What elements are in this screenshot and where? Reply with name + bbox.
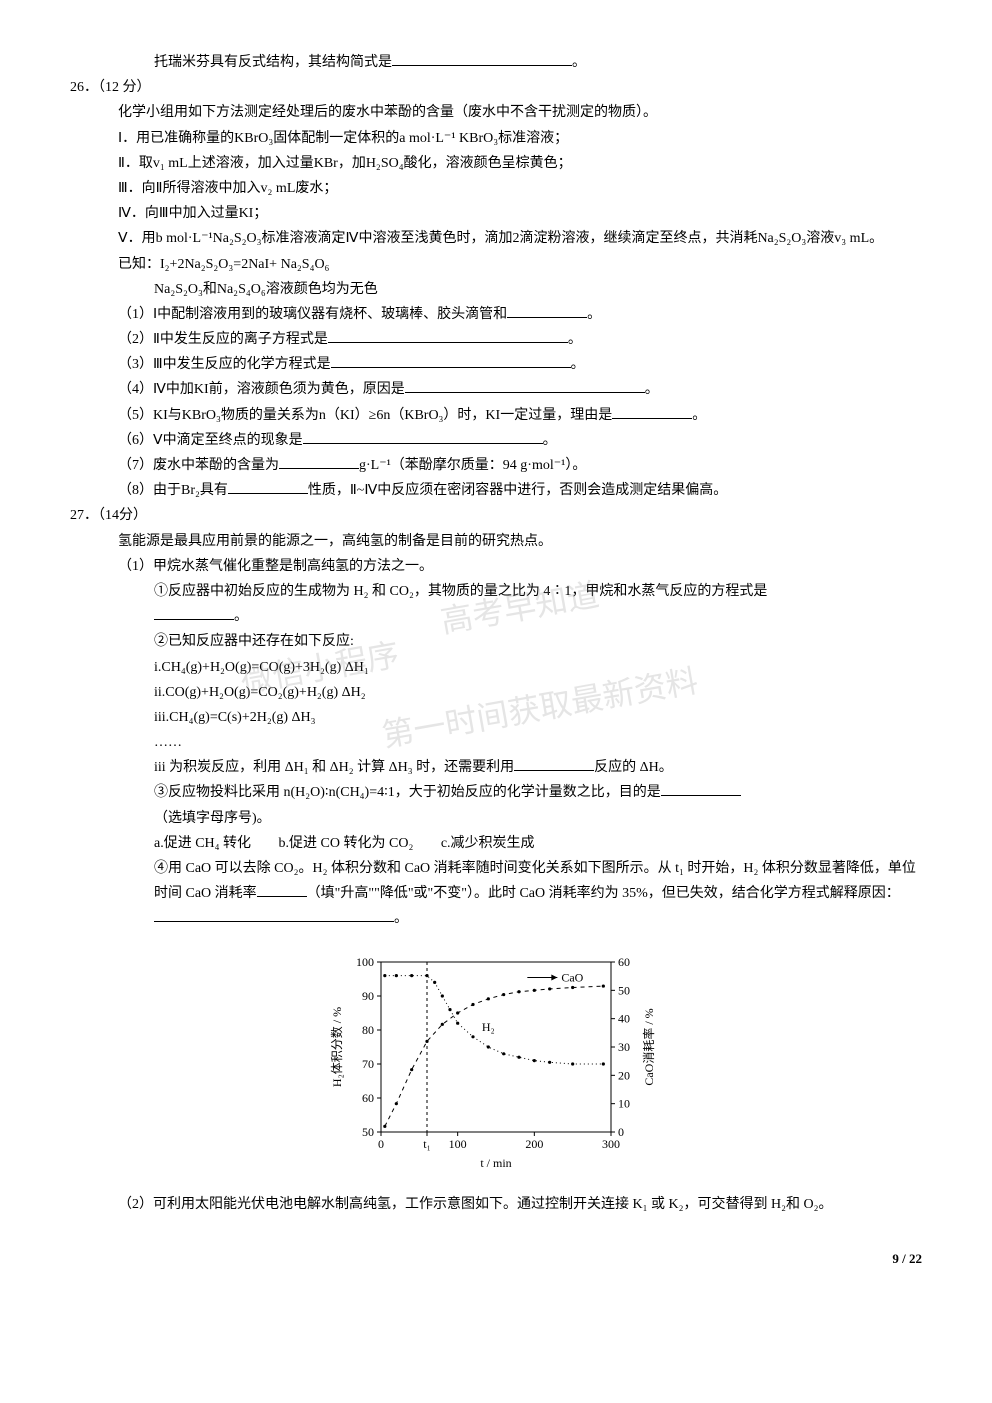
q27-number: 27．（14分） [70,503,922,528]
blank-27-1-4a [257,882,307,897]
svg-text:300: 300 [602,1137,620,1151]
svg-text:200: 200 [525,1137,543,1151]
q26-sub-6: （6）Ⅴ中滴定至终点的现象是。 [118,428,922,453]
svg-text:50: 50 [618,983,630,997]
svg-text:40: 40 [618,1011,630,1025]
q27-1-3a-text: ③反应物投料比采用 n(H₂O)∶n(CH₄)=4∶1，大于初始反应的化学计量数… [154,785,661,800]
q26-sub-1: （1）Ⅰ中配制溶液用到的玻璃仪器有烧杯、玻璃棒、胶头滴管和。 [118,302,922,327]
chart-container: 506070809010001020304050600t₁100200300H₂… [70,952,922,1172]
blank-26-4 [405,378,645,393]
q26-8a-text: （8）由于Br₂具有 [118,483,228,498]
q26-number: 26．（12 分） [70,75,922,100]
q27-2: （2）可利用太阳能光伏电池电解水制高纯氢，工作示意图如下。通过控制开关连接 K₁… [118,1192,922,1217]
q27-1-3b: （选填字母序号)。 [154,806,922,831]
q26-sub-3: （3）Ⅲ中发生反应的化学方程式是。 [118,352,922,377]
q27-1-3-options: a.促进 CH₄ 转化 b.促进 CO 转化为 CO₂ c.减少积炭生成 [154,831,922,856]
top-line-text: 托瑞米芬具有反式结构，其结构简式是 [154,55,392,70]
q27-1-2-iii: iii.CH₄(g)=C(s)+2H₂(g) ΔH₃ [154,705,922,730]
svg-text:100: 100 [356,955,374,969]
q27-1-2: ②已知反应器中还存在如下反应: [154,629,922,654]
svg-text:H₂: H₂ [482,1019,495,1033]
blank-27-1-1 [154,605,234,620]
svg-text:CaO消耗率 / %: CaO消耗率 / % [641,1008,656,1085]
q26-step-V: Ⅴ．用b mol·L⁻¹Na₂S₂O₃标准溶液滴定Ⅳ中溶液至浅黄色时，滴加2滴淀… [118,226,922,251]
h2-cao-chart: 506070809010001020304050600t₁100200300H₂… [326,952,666,1172]
q26-sub-7: （7）废水中苯酚的含量为 g·L⁻¹（苯酚摩尔质量：94 g·mol⁻¹）。 [118,453,922,478]
page-footer: 9 / 22 [70,1247,922,1270]
blank-26-6 [303,429,543,444]
q26-step-I: Ⅰ．用已准确称量的KBrO₃固体配制一定体积的a mol·L⁻¹ KBrO₃标准… [118,126,922,151]
q26-8b-text: 性质，Ⅱ~Ⅳ中反应须在密闭容器中进行，否则会造成测定结果偏高。 [308,483,727,498]
q27-1-1-blank: 。 [154,604,922,629]
q26-known-2: Na₂S₂O₃和Na₂S₄O₆溶液颜色均为无色 [154,277,922,302]
q27-1-2-ii: ii.CO(g)+H₂O(g)=CO₂(g)+H₂(g) ΔH₂ [154,680,922,705]
blank-27-1-2 [514,756,594,771]
svg-text:t₁: t₁ [423,1137,431,1151]
svg-text:CaO: CaO [561,970,583,984]
svg-text:70: 70 [362,1057,374,1071]
svg-text:60: 60 [618,955,630,969]
blank-27-1-4b [154,907,394,922]
q27-1-2-txt1: iii 为积炭反应，利用 ΔH₁ 和 ΔH₂ 计算 ΔH₃ 时，还需要利用 [154,760,514,775]
q27-1-2-i: i.CH₄(g)+H₂O(g)=CO(g)+3H₂(g) ΔH₁ [154,655,922,680]
svg-text:50: 50 [362,1125,374,1139]
blank-27-1-3 [661,781,741,796]
svg-text:10: 10 [618,1096,630,1110]
q26-intro: 化学小组用如下方法测定经处理后的废水中苯酚的含量（废水中不含干扰测定的物质）。 [118,100,922,125]
q26-7b-text: g·L⁻¹（苯酚摩尔质量：94 g·mol⁻¹）。 [359,458,586,473]
q27-1-1: ①反应器中初始反应的生成物为 H₂ 和 CO₂，其物质的量之比为 4∶1，甲烷和… [154,579,922,604]
q27-1-2-txt2: 反应的 ΔH。 [594,760,673,775]
blank-26-5 [612,404,692,419]
q27-1-3-opt-b: b.促进 CO 转化为 CO₂ [279,836,414,851]
blank-26-1 [507,303,587,318]
q26-step-IV: Ⅳ．向Ⅲ中加入过量KI； [118,201,922,226]
blank-26-8 [228,479,308,494]
q27-1-3a: ③反应物投料比采用 n(H₂O)∶n(CH₄)=4∶1，大于初始反应的化学计量数… [154,780,922,805]
q27-1-4b-text: （填"升高""降低"或"不变"）。此时 CaO 消耗率约为 35%，但已失效，结… [307,886,900,901]
top-line-wrapper: 托瑞米芬具有反式结构，其结构简式是。 [154,50,922,75]
blank-26-2 [328,328,568,343]
q27-1-2-dots: …… [154,730,922,755]
q26-1-text: （1）Ⅰ中配制溶液用到的玻璃仪器有烧杯、玻璃棒、胶头滴管和 [118,307,507,322]
q26-sub-2: （2）Ⅱ中发生反应的离子方程式是。 [118,327,922,352]
q26-7a-text: （7）废水中苯酚的含量为 [118,458,279,473]
q26-known-1: 已知：I₂+2Na₂S₂O₃=2NaI+ Na₂S₄O₆ [118,252,922,277]
svg-text:20: 20 [618,1068,630,1082]
q26-step-II: Ⅱ．取v₁ mL上述溶液，加入过量KBr，加H₂SO₄酸化，溶液颜色呈棕黄色； [118,151,922,176]
blank-top [392,51,572,66]
q27-1: （1）甲烷水蒸气催化重整是制高纯氢的方法之一。 [118,554,922,579]
q26-sub-5: （5）KI与KBrO₃物质的量关系为n（KI）≥6n（KBrO₃）时，KI一定过… [118,403,922,428]
q26-sub-4: （4）Ⅳ中加KI前，溶液颜色须为黄色，原因是。 [118,377,922,402]
svg-text:80: 80 [362,1023,374,1037]
q27-1-4: ④用 CaO 可以去除 CO₂。H₂ 体积分数和 CaO 消耗率随时间变化关系如… [154,856,922,932]
q26-5-text: （5）KI与KBrO₃物质的量关系为n（KI）≥6n（KBrO₃）时，KI一定过… [118,408,612,423]
q26-4-text: （4）Ⅳ中加KI前，溶液颜色须为黄色，原因是 [118,382,405,397]
q26-step-III: Ⅲ．向Ⅱ所得溶液中加入v₂ mL废水； [118,176,922,201]
svg-text:0: 0 [378,1137,384,1151]
svg-text:60: 60 [362,1091,374,1105]
q27-1-3-opt-c: c.减少积炭生成 [441,836,535,851]
q26-6-text: （6）Ⅴ中滴定至终点的现象是 [118,433,303,448]
q27-1-1-text: ①反应器中初始反应的生成物为 H₂ 和 CO₂，其物质的量之比为 4∶1，甲烷和… [154,584,767,599]
q27-1-2-cont: iii 为积炭反应，利用 ΔH₁ 和 ΔH₂ 计算 ΔH₃ 时，还需要利用 反应的… [154,755,922,780]
blank-26-7 [279,454,359,469]
svg-text:H₂体积分数 / %: H₂体积分数 / % [329,1006,344,1086]
svg-text:t / min: t / min [480,1156,511,1170]
q26-2-text: （2）Ⅱ中发生反应的离子方程式是 [118,332,328,347]
svg-text:100: 100 [449,1137,467,1151]
svg-text:90: 90 [362,989,374,1003]
q26-3-text: （3）Ⅲ中发生反应的化学方程式是 [118,357,331,372]
q27-1-3-opt-a: a.促进 CH₄ 转化 [154,836,251,851]
svg-text:30: 30 [618,1040,630,1054]
q26-sub-8: （8）由于Br₂具有 性质，Ⅱ~Ⅳ中反应须在密闭容器中进行，否则会造成测定结果偏高… [118,478,922,503]
q27-intro: 氢能源是最具应用前景的能源之一，高纯氢的制备是目前的研究热点。 [118,529,922,554]
blank-26-3 [331,353,571,368]
